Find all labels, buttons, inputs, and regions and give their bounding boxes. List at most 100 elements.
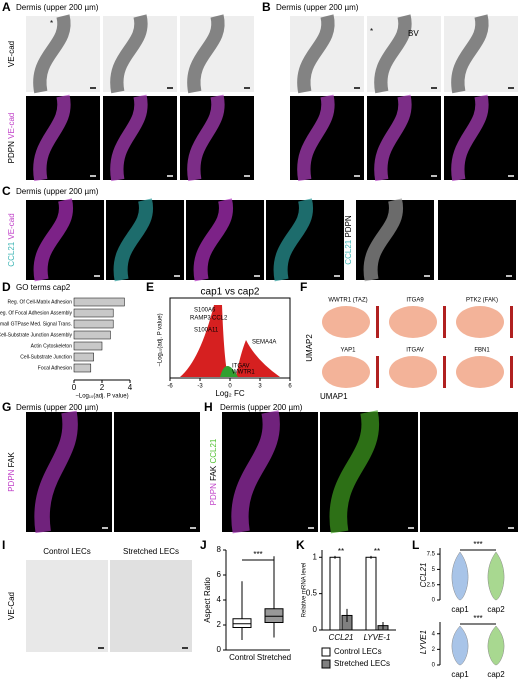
x-tick-label: -6: [167, 384, 173, 390]
panel-label: L: [412, 538, 419, 552]
x-tick-label: cap2: [487, 605, 505, 614]
micrograph-structure: [374, 94, 412, 182]
micrograph: [420, 412, 518, 532]
micrograph-structure: [33, 14, 71, 94]
micrograph: [26, 560, 108, 652]
umap-title: FBN1: [474, 348, 490, 354]
y-tick-label: 0: [432, 663, 436, 669]
category-label: Cell-Substrate Junction: [20, 354, 72, 360]
axis-label: CCL21: [419, 563, 428, 588]
umap-embedding: [322, 306, 370, 338]
point-cloud: [180, 305, 228, 377]
category-label: Reg. Of Small GTPase Med. Signal Trans.: [0, 321, 72, 327]
legend-label: Stretched LECs: [334, 659, 390, 668]
bar: [73, 319, 114, 329]
y-tick-label: 5: [432, 567, 436, 573]
axis-label: UMAP1: [320, 392, 348, 401]
colorbar: [510, 306, 513, 338]
micrograph-structure: [363, 198, 404, 282]
y-tick-label: 2: [432, 647, 436, 653]
point-cloud: [220, 366, 238, 377]
micrograph-structure: [33, 94, 71, 182]
row-label: PDPN FAK: [7, 452, 16, 492]
axis-label: −Log₁₀(adj. P value): [75, 394, 128, 400]
point-cloud: [236, 340, 280, 377]
gene-label: CCL2: [212, 316, 228, 322]
axis-label: −Log₁₀(adj. P value): [158, 313, 164, 366]
gene-label: S100A6: [194, 308, 216, 314]
column-label: Stretched LECs: [123, 547, 179, 556]
micrograph-structure: [187, 94, 225, 182]
axis-label: UMAP2: [305, 334, 314, 362]
y-tick-label: 6: [217, 570, 222, 579]
colorbar: [376, 356, 379, 388]
y-tick-label: 0: [313, 625, 318, 634]
x-tick-label: CCL21: [329, 633, 354, 642]
micrograph-structure: [231, 410, 280, 534]
bar: [73, 330, 111, 340]
colorbar: [376, 306, 379, 338]
axis-label: Relative mRNA level: [302, 563, 308, 618]
y-tick-label: 4: [217, 595, 222, 604]
panel-label: K: [296, 538, 305, 552]
x-tick-label: Stretched: [257, 653, 291, 662]
micrograph-structure: [113, 198, 154, 282]
bar: [365, 556, 377, 631]
micrograph-structure: [297, 14, 335, 94]
x-tick-label: 6: [288, 384, 292, 390]
row-label: VE-Cad: [7, 592, 16, 620]
y-tick-label: 0.5: [306, 589, 318, 598]
bar: [73, 363, 92, 373]
gene-label: WWTR1: [232, 370, 255, 376]
panel-title: Dermis (upper 200 µm): [220, 403, 303, 412]
x-tick-label: 0: [72, 383, 77, 392]
column-label: Control LECs: [43, 547, 91, 556]
violin: [451, 625, 469, 666]
x-tick-label: -3: [197, 384, 203, 390]
category-label: Actin Cytoskeleton: [31, 343, 73, 349]
gene-label: S100A11: [194, 328, 219, 334]
axis-label: Log₂ FC: [215, 389, 245, 398]
axis-label: LYVE1: [419, 630, 428, 654]
significance: ***: [473, 614, 482, 623]
bar: [73, 308, 114, 318]
colorbar: [510, 356, 513, 388]
x-tick-label: 4: [128, 383, 133, 392]
panel-label: J: [200, 538, 207, 552]
micrograph: [110, 560, 192, 652]
panel-title: Dermis (upper 200 µm): [276, 3, 359, 12]
panel-title: Dermis (upper 200 µm): [16, 403, 99, 412]
panel-label: D: [2, 280, 11, 294]
micrograph-structure: [34, 410, 78, 534]
annotation: *: [370, 27, 373, 36]
y-tick-label: 0: [217, 645, 222, 654]
y-tick-label: 1: [313, 552, 318, 561]
panel-label: I: [2, 538, 5, 552]
panel-label: E: [146, 280, 154, 294]
legend-swatch: [321, 659, 331, 669]
micrograph: [438, 200, 516, 280]
panel-label: G: [2, 400, 11, 414]
category-label: Reg. Of Cell-Matrix Adhesion: [8, 299, 73, 305]
row-label: PDPN VE-cad: [7, 113, 16, 164]
y-tick-label: 2: [217, 620, 222, 629]
micrograph-structure: [193, 198, 234, 282]
umap-embedding: [322, 356, 370, 388]
x-tick-label: cap2: [487, 670, 505, 679]
axis-label: Aspect Ratio: [203, 577, 212, 623]
umap-title: YAP1: [341, 348, 357, 354]
category-label: Focal Adhesion: [38, 365, 72, 371]
micrograph-structure: [110, 94, 148, 182]
row-label: VE-cad: [7, 41, 16, 67]
legend-swatch: [321, 647, 331, 657]
x-tick-label: 3: [258, 384, 262, 390]
row-label: CCL21 VE-cad: [7, 213, 16, 266]
panel-label: A: [2, 0, 11, 14]
significance: ***: [473, 540, 482, 549]
micrograph-structure: [110, 14, 148, 94]
umap-title: ITGAV: [406, 348, 424, 354]
umap-title: ITGA9: [406, 298, 424, 304]
significance: **: [374, 547, 380, 556]
umap-embedding: [389, 306, 437, 338]
micrograph: [114, 412, 200, 532]
